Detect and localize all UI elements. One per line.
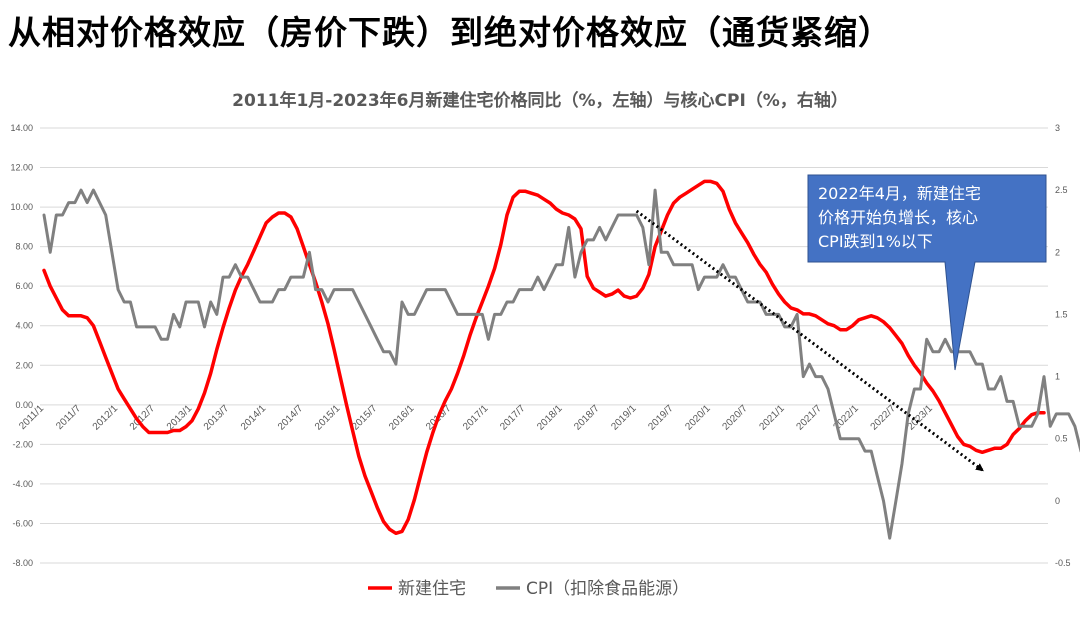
left-tick-label: 6.00 bbox=[15, 281, 33, 291]
x-tick-label: 2022/7 bbox=[869, 403, 899, 433]
callout-text-line: 价格开始负增长，核心 bbox=[818, 208, 978, 227]
x-tick-label: 2019/1 bbox=[609, 403, 639, 433]
left-tick-label: -8.00 bbox=[12, 558, 33, 568]
left-tick-label: -4.00 bbox=[12, 479, 33, 489]
x-tick-label: 2013/1 bbox=[165, 403, 195, 433]
right-tick-label: -0.5 bbox=[1055, 558, 1071, 568]
left-tick-label: 10.00 bbox=[10, 202, 33, 212]
x-axis-ticks: 2011/1 2011/7 2012/1 2012/7 2013/1 2013/7 2014… bbox=[17, 403, 935, 433]
callout-text-line: CPI跌到1%以下 bbox=[818, 232, 933, 251]
callout-box bbox=[807, 174, 1047, 371]
series-layer bbox=[42, 179, 1080, 540]
right-axis-ticks: 3 2.5 2 1.5 1 0.5 0 -0.5 bbox=[1055, 123, 1071, 568]
left-tick-label: -2.00 bbox=[12, 439, 33, 449]
left-tick-label: 2.00 bbox=[15, 360, 33, 370]
right-tick-label: 1 bbox=[1055, 372, 1060, 382]
x-tick-label: 2013/7 bbox=[202, 403, 232, 433]
page-headline: 从相对价格效应（房价下跌）到绝对价格效应（通货紧缩） bbox=[8, 13, 892, 52]
right-tick-label: 2.5 bbox=[1055, 185, 1068, 195]
right-tick-label: 0.5 bbox=[1055, 434, 1068, 444]
right-tick-label: 1.5 bbox=[1055, 309, 1068, 319]
x-tick-label: 2017/7 bbox=[498, 403, 528, 433]
left-tick-label: 14.00 bbox=[10, 123, 33, 133]
x-tick-label: 2014/7 bbox=[276, 403, 306, 433]
left-tick-label: 8.00 bbox=[15, 242, 33, 252]
x-tick-label: 2017/1 bbox=[461, 403, 491, 433]
trend-arrow-layer bbox=[635, 209, 984, 472]
x-tick-label: 2019/7 bbox=[646, 403, 676, 433]
legend-label-core-cpi: CPI（扣除食品能源） bbox=[526, 579, 689, 599]
left-tick-label: 12.00 bbox=[10, 163, 33, 173]
right-tick-label: 2 bbox=[1055, 247, 1060, 257]
x-tick-label: 2021/7 bbox=[794, 403, 824, 433]
left-tick-label: 0.00 bbox=[15, 400, 33, 410]
x-tick-label: 2016/1 bbox=[387, 403, 417, 433]
left-tick-label: 4.00 bbox=[15, 321, 33, 331]
right-tick-label: 0 bbox=[1055, 496, 1060, 506]
series-line-new-housing bbox=[42, 179, 1046, 536]
legend-label-new-housing: 新建住宅 bbox=[398, 579, 466, 599]
x-tick-label: 2020/7 bbox=[720, 403, 750, 433]
x-tick-label: 2018/1 bbox=[535, 403, 565, 433]
x-tick-label: 2015/7 bbox=[350, 403, 380, 433]
left-tick-label: -6.00 bbox=[12, 518, 33, 528]
left-axis-ticks: 14.00 12.00 10.00 8.00 6.00 4.00 2.00 0.00 -2.00… bbox=[10, 123, 33, 568]
x-tick-label: 2015/1 bbox=[313, 403, 343, 433]
trend-arrow bbox=[635, 209, 984, 472]
x-tick-label: 2012/1 bbox=[91, 403, 121, 433]
chart-title: 2011年1月-2023年6月新建住宅价格同比（%，左轴）与核心CPI（%，右轴… bbox=[232, 91, 848, 111]
gridlines bbox=[40, 127, 1048, 564]
x-tick-label: 2020/1 bbox=[683, 403, 713, 433]
callout-text-line: 2022年4月，新建住宅 bbox=[818, 184, 981, 203]
series-line-core-cpi bbox=[42, 188, 1080, 540]
x-tick-label: 2011/7 bbox=[54, 403, 83, 432]
chart-legend: 新建住宅 CPI（扣除食品能源） bbox=[368, 579, 689, 599]
right-tick-label: 3 bbox=[1055, 123, 1060, 133]
x-tick-label: 2014/1 bbox=[239, 403, 269, 433]
x-tick-label: 2021/1 bbox=[757, 403, 787, 433]
x-tick-label: 2018/7 bbox=[572, 403, 602, 433]
